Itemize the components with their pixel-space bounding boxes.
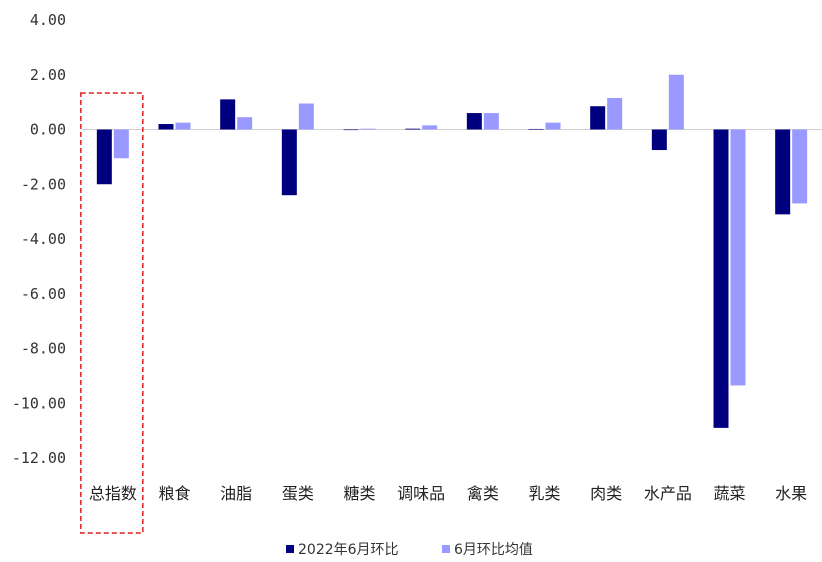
- bar-series1-5: [405, 128, 421, 130]
- category-label: 禽类: [467, 484, 499, 503]
- y-tick-label: -8.00: [21, 340, 66, 358]
- bar-series1-9: [651, 129, 667, 151]
- category-label: 糖类: [343, 484, 375, 503]
- legend-swatch: [442, 545, 450, 553]
- y-tick-label: 2.00: [30, 66, 66, 84]
- category-label: 油脂: [220, 484, 252, 503]
- category-label: 乳类: [528, 484, 560, 503]
- category-label: 调味品: [397, 484, 445, 503]
- bar-series1-4: [343, 129, 359, 131]
- bar-series1-6: [466, 113, 482, 130]
- category-label: 水产品: [644, 484, 692, 503]
- category-label: 水果: [775, 484, 807, 503]
- category-label: 粮食: [158, 484, 190, 503]
- bar-series2-0: [113, 129, 129, 159]
- bar-series2-10: [730, 129, 746, 386]
- bars: [96, 74, 808, 428]
- y-tick-label: -6.00: [21, 285, 66, 303]
- bar-series1-1: [158, 124, 174, 130]
- y-tick-label: 0.00: [30, 121, 66, 139]
- bar-series1-0: [96, 129, 112, 185]
- bar-series2-8: [607, 98, 623, 130]
- bar-series2-9: [668, 74, 684, 130]
- y-tick-label: -10.00: [12, 394, 66, 412]
- y-axis: 4.00 2.00 0.00 -2.00 -4.00 -6.00 -8.00 -10.00 -1…: [12, 11, 66, 467]
- bar-series1-3: [281, 129, 297, 196]
- category-label: 蛋类: [282, 484, 314, 503]
- y-tick-label: -4.00: [21, 230, 66, 248]
- y-tick-label: -12.00: [12, 449, 66, 467]
- bar-series1-11: [775, 129, 791, 215]
- y-tick-label: 4.00: [30, 11, 66, 29]
- bar-series2-7: [545, 122, 561, 130]
- highlight-box: [80, 92, 144, 534]
- bar-series1-7: [528, 128, 544, 130]
- legend: 2022年6月环比 6月环比均值: [286, 542, 533, 558]
- legend-label: 6月环比均值: [454, 542, 533, 558]
- highlight-rect: [80, 92, 144, 534]
- bar-series1-8: [590, 106, 606, 130]
- bar-series2-1: [175, 122, 191, 130]
- category-label: 总指数: [89, 484, 137, 503]
- legend-label: 2022年6月环比: [298, 542, 399, 558]
- category-label: 蔬菜: [713, 484, 745, 503]
- bar-series2-6: [483, 113, 499, 130]
- legend-swatch: [286, 545, 294, 553]
- bar-series1-2: [220, 99, 236, 130]
- y-tick-label: -2.00: [21, 175, 66, 193]
- bar-series1-10: [713, 129, 729, 428]
- bar-series2-5: [422, 125, 438, 130]
- bar-series2-2: [237, 117, 253, 130]
- bar-series2-4: [360, 128, 376, 130]
- category-labels: 总指数 粮食 油脂 蛋类 糖类 调味品 禽类 乳类 肉类 水产品 蔬菜 水果: [89, 484, 807, 503]
- bar-series2-3: [298, 103, 314, 130]
- category-label: 肉类: [590, 484, 622, 503]
- bar-series2-11: [792, 129, 808, 204]
